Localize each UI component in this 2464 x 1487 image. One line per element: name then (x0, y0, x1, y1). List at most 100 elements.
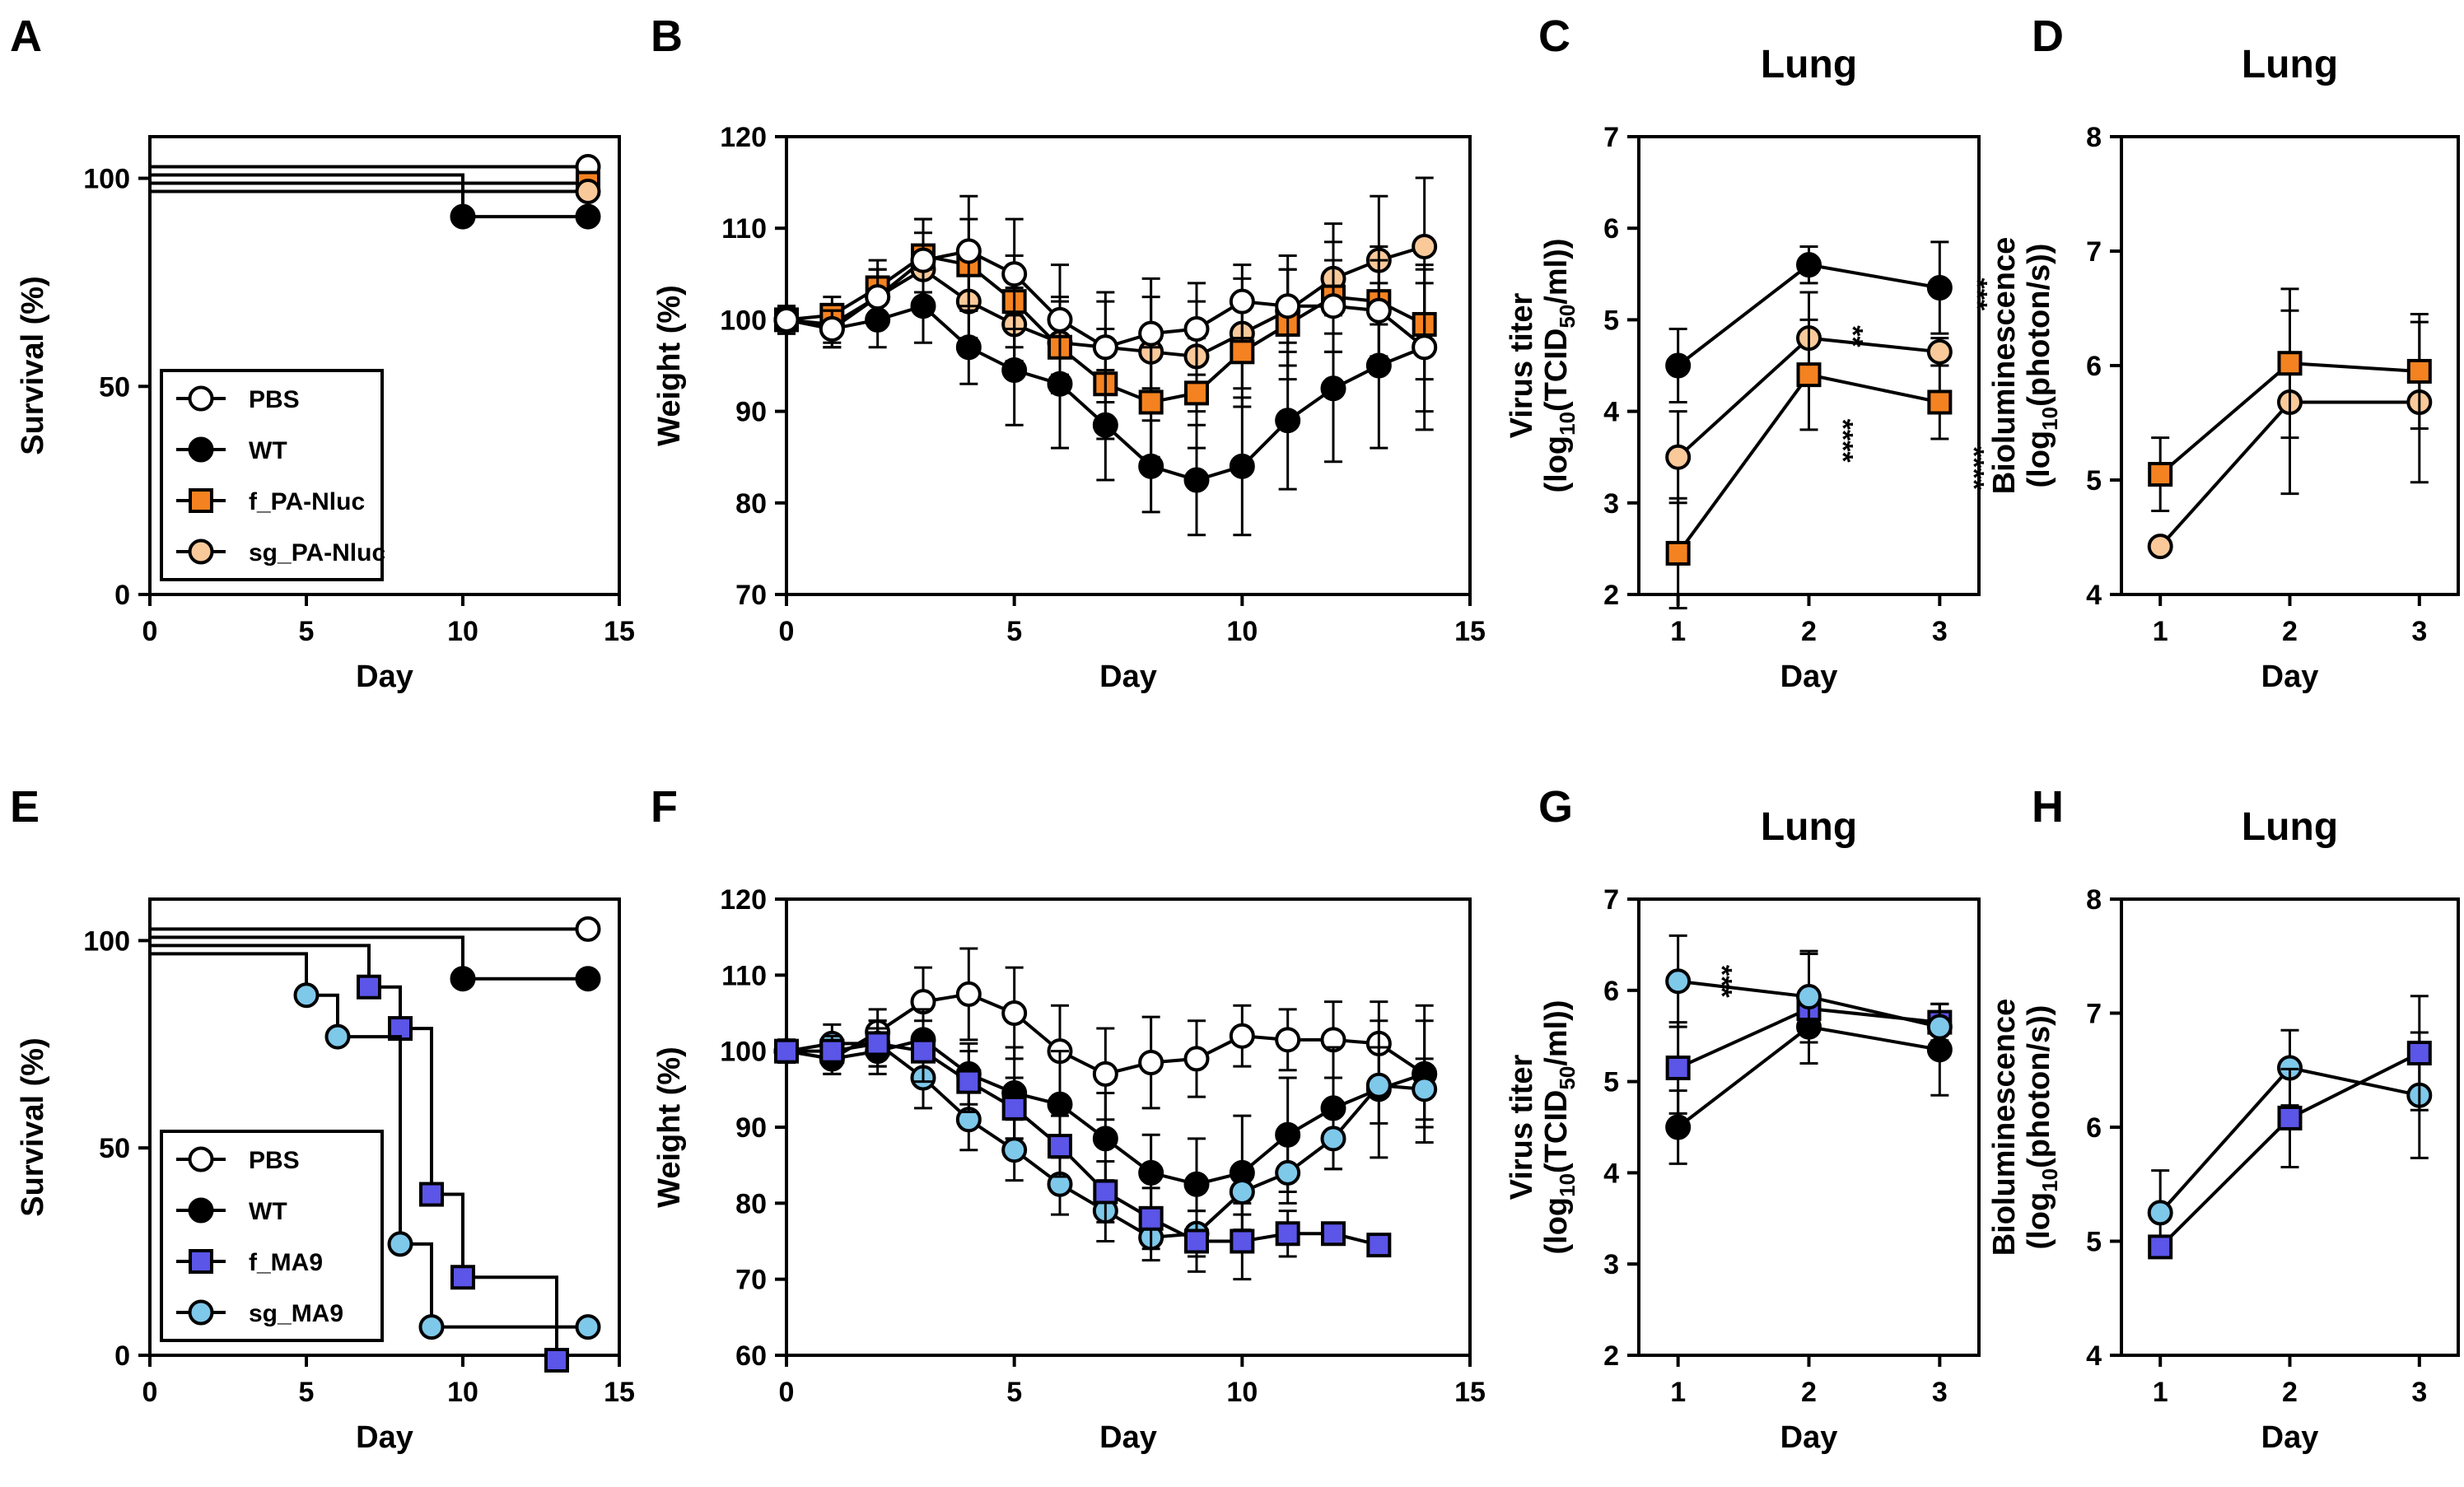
y-axis-label-units: (log10(photon/s)) (2022, 244, 2062, 488)
data-point (1092, 1126, 1118, 1152)
panel-label: D (2032, 12, 2064, 61)
data-point (2406, 1040, 2432, 1065)
panel-G: G Lung 1 2 3 2 3 4 5 6 7 Day Virus titer(log10(TCID5… (1505, 782, 1981, 1455)
data-point (1092, 412, 1118, 438)
data-point (575, 1314, 601, 1340)
legend-label: sg_PA-Nluc (249, 539, 385, 566)
data-point (1001, 1095, 1027, 1121)
x-tick-label: 1 (2153, 1377, 2168, 1408)
data-point (1183, 467, 1210, 493)
data-point (910, 247, 936, 273)
data-point (1183, 1171, 1210, 1197)
y-tick-label: 120 (720, 884, 767, 916)
y-tick-label: 7 (1603, 884, 1619, 916)
x-axis-label: Day (1099, 660, 1157, 694)
x-tick-label: 1 (2153, 616, 2168, 647)
subscript: 10 (1555, 412, 1580, 436)
data-point (1320, 1126, 1346, 1152)
y-tick-label: 8 (2086, 884, 2102, 916)
x-axis-label: Day (2261, 1420, 2319, 1455)
y-tick-label: 6 (2086, 351, 2102, 382)
data-point (293, 982, 320, 1009)
data-point (1001, 261, 1028, 287)
y-tick-label: 4 (1603, 1158, 1619, 1189)
y-tick-label: 3 (1603, 1249, 1619, 1280)
legend: PBS WT f_MA9 sg_MA9 (160, 1130, 384, 1342)
y-tick-label: 110 (721, 213, 767, 245)
series-PBS (150, 916, 601, 942)
y-tick-label: 8 (2086, 122, 2102, 153)
significance-label: ** (1837, 325, 1869, 347)
data-point (1796, 984, 1822, 1010)
panel-D: D Lung 1 2 3 4 5 6 7 8 Day Bioluminescence (log10(ph… (1987, 12, 2460, 694)
data-point (773, 306, 800, 333)
y-tick-label: 5 (1603, 1067, 1619, 1098)
data-point (1275, 1159, 1301, 1186)
y-tick-label: 6 (1603, 213, 1619, 245)
survival-line (150, 944, 558, 1360)
data-point (1365, 297, 1392, 324)
data-point (1665, 540, 1691, 566)
x-tick-label: 15 (1454, 616, 1486, 647)
series-f_PA-Nluc (2148, 287, 2432, 513)
legend-marker (188, 1299, 214, 1326)
legend-label: PBS (249, 386, 300, 413)
axes-frame (148, 135, 621, 596)
label-part: (TCID (1539, 329, 1574, 412)
series-f_MA9 (150, 944, 569, 1373)
y-tick-label: 50 (99, 1133, 130, 1164)
y-tick-label: 2 (1603, 1340, 1619, 1372)
panel-label: A (10, 12, 42, 61)
data-point (1665, 444, 1692, 470)
data-point (1665, 352, 1692, 379)
panel-F: F 0 5 10 15 60 70 80 90 100 110 120 Day Weight (%) (651, 782, 1486, 1455)
data-point (1230, 1228, 1255, 1254)
subscript: 10 (1555, 1173, 1580, 1197)
data-point (1412, 1076, 1438, 1102)
y-tick-label: 5 (2086, 465, 2102, 496)
x-tick-label: 1 (1670, 1377, 1686, 1408)
data-point (2148, 1234, 2173, 1260)
series-f_PA-Nluc (1665, 318, 1953, 610)
x-tick-label: 3 (2411, 616, 2427, 647)
axes-frame (785, 135, 1472, 596)
data-point (1275, 408, 1301, 434)
data-point (575, 203, 601, 230)
panel-B: B 0 5 10 15 70 80 90 100 110 120 Day Weight (%) (651, 12, 1486, 694)
legend-marker (188, 1197, 214, 1224)
data-point (2406, 358, 2432, 384)
x-tick-label: 5 (299, 616, 315, 647)
y-axis-label-units: (log10(photon/s)) (2022, 1005, 2062, 1250)
x-tick-label: 5 (299, 1377, 315, 1408)
label-part: (photon/s)) (2022, 1005, 2056, 1168)
panel-title: Lung (1761, 43, 1857, 86)
x-tick-label: 10 (1226, 1377, 1258, 1408)
data-point (865, 1031, 890, 1056)
panel-E: E 0 5 10 15 0 50 100 Day Survival (%) PBS WT f_MA9sg… (10, 782, 635, 1455)
subscript: 50 (1555, 305, 1580, 329)
legend-marker (188, 1146, 214, 1172)
series-WT (150, 173, 601, 230)
data-point (357, 974, 381, 1000)
y-axis-label: Virus titer (1505, 1054, 1539, 1200)
data-point (2148, 462, 2173, 487)
y-tick-label: 100 (83, 925, 130, 957)
series-sg_MA9 (150, 952, 601, 1340)
panel-label: G (1538, 782, 1573, 832)
panel-label: F (651, 782, 678, 832)
label-part: (TCID (1539, 1090, 1574, 1173)
x-tick-label: 3 (1932, 1377, 1948, 1408)
x-tick-label: 15 (604, 1377, 635, 1408)
data-point (2277, 351, 2303, 376)
y-axis-label: Survival (%) (16, 1037, 50, 1217)
y-tick-label: 6 (1603, 976, 1619, 1007)
y-tick-label: 110 (721, 960, 767, 991)
data-point (1138, 453, 1164, 479)
data-point (1665, 1055, 1691, 1080)
label-part: (photon/s)) (2022, 244, 2056, 407)
panel-H: H Lung 1 2 3 4 5 6 7 8 Day Bioluminescence (log10(ph… (1987, 782, 2460, 1455)
x-tick-label: 0 (142, 616, 158, 647)
y-tick-label: 100 (720, 1037, 767, 1068)
axes-frame (785, 897, 1472, 1357)
x-tick-label: 0 (779, 1377, 795, 1408)
